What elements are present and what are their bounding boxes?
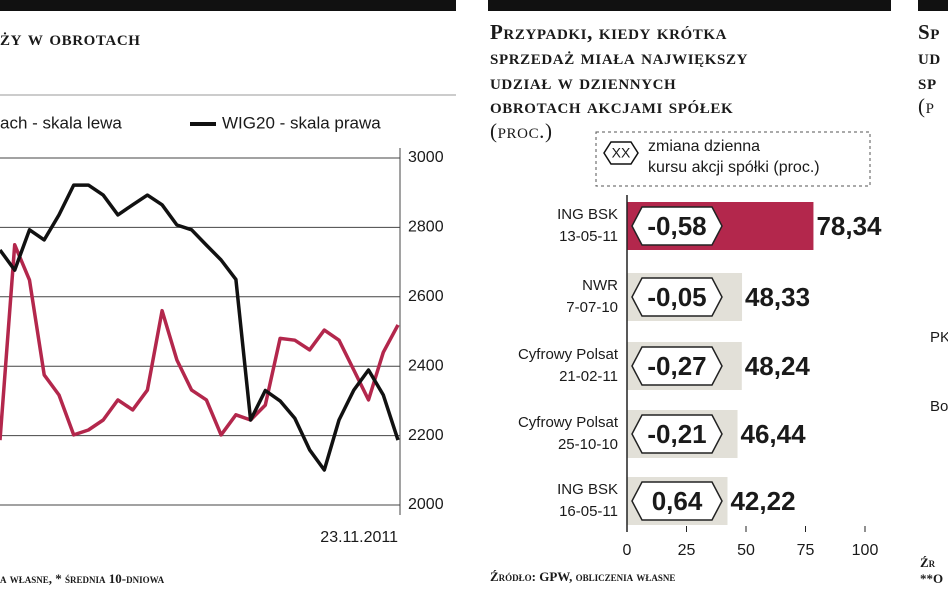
legend-text: kursu akcji spółki (proc.) bbox=[648, 159, 820, 176]
category-label: 21-02-11 bbox=[559, 368, 618, 385]
fragment: sp bbox=[918, 70, 937, 94]
source: Źródło: GPW, obliczenia własne bbox=[490, 569, 675, 584]
legend-symbol: XX bbox=[612, 145, 631, 161]
value-label: 42,22 bbox=[730, 486, 795, 516]
chart-subtitle: (proc.) bbox=[490, 119, 553, 143]
legend-box bbox=[595, 131, 871, 187]
change-label: -0,58 bbox=[647, 211, 706, 241]
legend-text: zmiana dzienna bbox=[648, 138, 760, 155]
y-tick-label: 2400 bbox=[408, 357, 444, 374]
header-bar bbox=[0, 0, 456, 11]
value-label: 46,44 bbox=[741, 419, 807, 449]
category-label: 25-10-10 bbox=[558, 436, 618, 453]
header-bar bbox=[488, 0, 891, 11]
x-tick-label: 0 bbox=[623, 542, 632, 559]
category-label: 16-05-11 bbox=[559, 503, 618, 520]
fragment: Źr bbox=[920, 555, 936, 570]
x-tick-label: 75 bbox=[797, 542, 815, 559]
value-label: 78,34 bbox=[816, 211, 882, 241]
change-badge bbox=[631, 414, 723, 454]
fragment: Bo bbox=[930, 398, 948, 415]
category-label: Cyfrowy Polsat bbox=[518, 414, 619, 431]
change-badge bbox=[631, 277, 723, 317]
chart-title: Przypadki, kiedy krótka bbox=[490, 20, 727, 44]
y-tick-label: 2600 bbox=[408, 288, 444, 305]
category-label: 7-07-10 bbox=[566, 299, 618, 316]
header-bar bbox=[918, 0, 948, 11]
category-label: 13-05-11 bbox=[559, 228, 618, 245]
change-badge bbox=[631, 481, 723, 521]
fragment: PK bbox=[930, 329, 948, 346]
x-tick-label: 23.11.2011 bbox=[320, 529, 398, 546]
change-badge bbox=[631, 206, 723, 246]
category-label: ING BSK bbox=[557, 206, 618, 223]
y-tick-label: 2200 bbox=[408, 427, 444, 444]
chart-title: sprzedaż miała największy bbox=[490, 45, 748, 69]
x-tick-label: 50 bbox=[737, 542, 755, 559]
footnote: a własne, * średnia 10-dniowa bbox=[0, 571, 165, 586]
value-label: 48,33 bbox=[745, 282, 810, 312]
change-label: -0,21 bbox=[647, 419, 706, 449]
y-tick-label: 2800 bbox=[408, 219, 444, 236]
category-label: ING BSK bbox=[557, 481, 618, 498]
value-label: 48,24 bbox=[745, 351, 811, 381]
category-label: Cyfrowy Polsat bbox=[518, 346, 619, 363]
chart-title: udział w dziennych bbox=[490, 70, 676, 94]
y-tick-label: 3000 bbox=[408, 149, 444, 166]
chart-title: ży w obrotach bbox=[0, 26, 141, 50]
chart-title: obrotach akcjami spółek bbox=[490, 94, 733, 118]
change-label: -0,27 bbox=[647, 351, 706, 381]
legend-hexagon bbox=[603, 141, 639, 165]
fragment: Sp bbox=[918, 20, 940, 44]
change-label: 0,64 bbox=[652, 486, 703, 516]
fragment: ud bbox=[918, 45, 941, 69]
x-tick-label: 25 bbox=[678, 542, 696, 559]
fragment: (p bbox=[918, 94, 935, 118]
change-badge bbox=[631, 346, 723, 386]
line-series bbox=[0, 183, 400, 472]
y-tick-label: 2000 bbox=[408, 496, 444, 513]
change-label: -0,05 bbox=[647, 282, 706, 312]
category-label: NWR bbox=[582, 277, 618, 294]
line-series bbox=[0, 243, 400, 441]
legend-label: WIG20 - skala prawa bbox=[222, 113, 381, 132]
legend-label: ach - skala lewa bbox=[0, 113, 122, 132]
x-tick-label: 100 bbox=[852, 542, 879, 559]
fragment: **O bbox=[920, 571, 943, 586]
